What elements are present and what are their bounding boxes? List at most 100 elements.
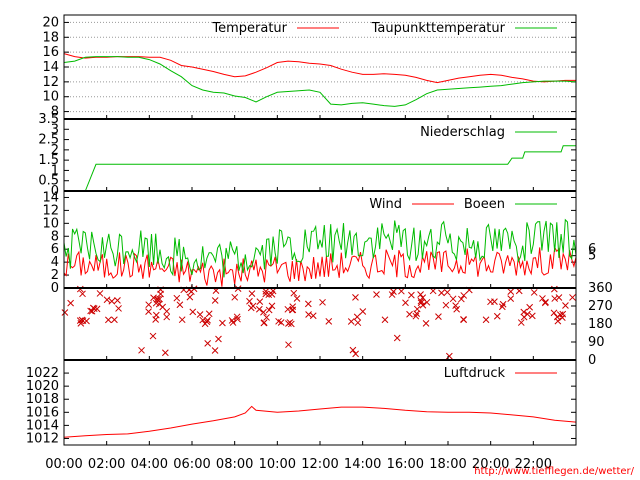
y-tick-label: 0.5 [38,174,59,189]
wind-direction-point [234,315,241,323]
wind-direction-point [422,320,430,327]
legend-wind: Wind [369,197,402,212]
wind-direction-point [161,349,169,357]
y-tick-label: 3.5 [38,112,59,127]
wind-direction-point [67,299,74,307]
wind-direction-point [150,294,157,302]
y2-tick-label: 270 [588,299,613,314]
wind-direction-point [189,308,197,316]
wind-direction-point [159,303,167,311]
wind-direction-point [83,317,90,325]
wind-direction-point [417,297,425,305]
wind-direction-point [393,334,401,342]
wind-direction-point [96,290,104,297]
wind-direction-point [550,309,558,317]
wind-direction-point [373,291,380,298]
y2-tick-label: 360 [588,281,613,296]
wind-direction-point [551,295,559,302]
wind-direction-point [555,294,563,301]
wind-direction-point [61,309,69,316]
y-tick-label: 16 [42,45,59,60]
wind-direction-point [319,298,326,306]
wind-direction-point [289,306,297,314]
wind-direction-point [402,299,409,307]
wind-direction-point [520,308,528,316]
y2-tick-label: 180 [588,317,613,332]
y-tick-label: 1014 [26,418,59,433]
wind-direction-point [419,294,427,301]
wind-direction-point [520,313,528,321]
series-niederschlag-line [84,145,576,192]
y-tick-label: 8 [51,229,59,244]
legend-niederschlag: Niederschlag [420,125,505,140]
y-tick-label: 1.5 [38,153,59,168]
wind-direction-point [417,291,424,298]
wind-direction-point [115,305,122,312]
wind-direction-point [290,289,298,297]
wind-direction-point [256,298,264,306]
wind-direction-point [145,308,152,315]
wind-direction-point [530,289,538,296]
y-tick-label: 1020 [26,379,59,394]
y-tick-label: 14 [42,190,59,205]
wind-direction-point [152,316,160,323]
wind-direction-point [260,308,267,316]
y-tick-label: 8 [51,105,59,120]
wind-direction-point [305,311,312,318]
y-tick-label: 12 [42,75,59,90]
source-url[interactable]: http://www.tiefflegen.de/wetter/ [474,466,634,477]
wind-direction-point [352,350,359,358]
wind-direction-point [149,332,157,340]
wind-direction-point [173,294,181,302]
wind-direction-point [260,319,268,327]
wind-direction-point [255,305,263,313]
wind-direction-point [352,293,359,301]
wind-direction-point [562,302,569,309]
y-tick-label: 4 [51,255,59,270]
series-luftdruck-line [63,405,577,438]
wind-direction-point [76,317,84,324]
wind-direction-point [145,301,153,309]
wind-direction-point [265,291,273,299]
x-tick-label: 10:00 [259,457,296,472]
wind-direction-point [390,288,397,295]
wind-direction-point [442,301,450,309]
wind-direction-point [449,295,457,303]
wind-direction-point [178,316,186,324]
x-tick-label: 04:00 [131,457,168,472]
wind-direction-point [246,297,253,305]
wind-direction-point [111,316,118,324]
wind-direction-point [233,313,241,321]
wind-direction-point [517,319,525,326]
x-tick-label: 16:00 [387,457,424,472]
wind-direction-point [507,288,515,295]
wind-direction-point [199,316,207,324]
series-taupunkttemperatur-line [63,56,577,107]
wind-direction-point [419,301,427,309]
wind-direction-point [286,319,294,326]
wind-direction-point [354,319,362,327]
wind-direction-point [499,300,507,308]
x-axis: 00:00 02:00 04:00 06:00 08:00 10:00 12:00 14:00… [45,115,552,472]
y-tick-label: 10 [42,216,59,231]
x-tick-label: 12:00 [301,457,338,472]
x-tick-label: 20:00 [472,457,509,472]
wind-direction-point [413,305,421,313]
y-tick-label: 20 [42,15,59,30]
wind-direction-point [293,295,301,302]
x-tick-label: 18:00 [429,457,466,472]
wind-direction-point [452,302,459,309]
legend-luftdruck: Luftdruck [444,366,506,381]
wind-direction-point [277,319,285,326]
wind-direction-point [79,290,86,298]
wind-direction-point [569,294,576,301]
series-wind-line [63,245,577,287]
y-tick-label: 2 [51,143,59,158]
wind-direction-point [163,313,171,321]
y-tick-label: 10 [42,90,59,105]
legend-boeen: Boeen [464,197,505,212]
panel-wind_direction: 0 90 180 270 360 [61,281,613,368]
wind-direction-point [353,313,361,321]
